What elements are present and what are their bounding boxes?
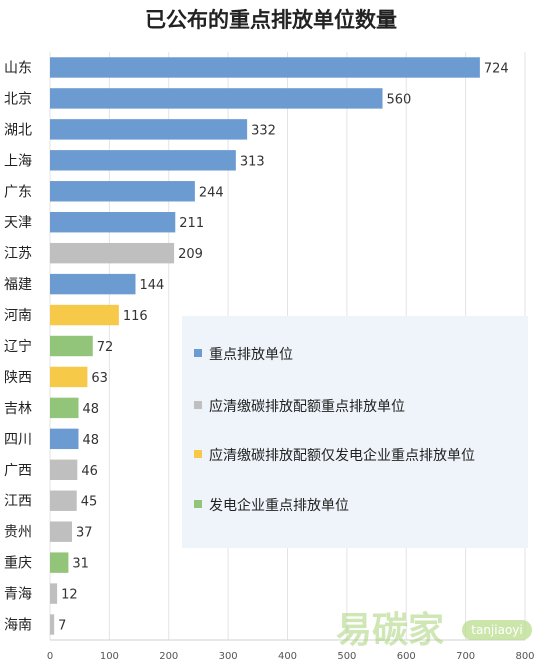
watermark-logo: 易碳家 <box>336 610 444 651</box>
bar <box>50 397 79 419</box>
bar <box>50 521 72 542</box>
category-label: 福建 <box>4 277 32 293</box>
category-label: 辽宁 <box>4 338 32 355</box>
bar <box>50 459 78 481</box>
legend-label: 发电企业重点排放单位 <box>209 497 349 514</box>
value-label: 31 <box>72 557 89 572</box>
value-label: 45 <box>81 495 98 510</box>
bar <box>50 242 175 264</box>
legend-swatch <box>194 401 202 409</box>
value-label: 244 <box>199 185 224 200</box>
value-label: 560 <box>387 92 412 107</box>
value-label: 63 <box>91 371 108 386</box>
category-label: 青海 <box>4 587 32 603</box>
bar <box>50 304 119 326</box>
watermark-text: tanjiaoyi <box>471 623 522 637</box>
x-tick-label: 500 <box>337 651 356 662</box>
x-tick-label: 200 <box>159 651 178 662</box>
legend-label: 应清缴碳排放配额重点排放单位 <box>209 398 405 415</box>
value-label: 72 <box>97 340 114 355</box>
x-tick-label: 600 <box>397 651 416 662</box>
bar <box>50 181 195 202</box>
bar <box>50 57 480 78</box>
category-label: 上海 <box>4 153 32 169</box>
value-label: 37 <box>76 526 93 541</box>
bar <box>50 366 88 388</box>
bar <box>50 273 136 295</box>
value-label: 332 <box>251 123 276 138</box>
bar <box>50 552 69 573</box>
x-tick-label: 800 <box>515 651 534 662</box>
category-label: 重庆 <box>4 556 32 572</box>
bar <box>50 428 79 450</box>
value-label: 144 <box>140 278 165 293</box>
value-label: 7 <box>58 619 66 634</box>
legend-swatch <box>194 349 202 357</box>
value-label: 313 <box>240 154 265 169</box>
x-tick-label: 700 <box>456 651 475 662</box>
bar <box>50 150 236 171</box>
value-label: 12 <box>61 588 78 603</box>
bar <box>50 614 55 635</box>
x-tick-label: 0 <box>47 651 53 662</box>
legend-label: 应清缴碳排放配额仅发电企业重点排放单位 <box>209 447 475 464</box>
value-label: 724 <box>484 61 509 76</box>
category-label: 北京 <box>4 91 32 107</box>
value-label: 48 <box>83 402 100 417</box>
bar <box>50 88 383 109</box>
category-label: 广东 <box>4 184 32 200</box>
value-label: 46 <box>81 464 98 479</box>
bar <box>50 583 58 604</box>
watermark-badge <box>462 620 532 640</box>
category-label: 陕西 <box>4 370 32 386</box>
category-label: 江西 <box>4 494 32 510</box>
category-label: 四川 <box>4 432 32 448</box>
bar <box>50 119 248 140</box>
bar <box>50 211 176 233</box>
x-tick-label: 100 <box>100 651 119 662</box>
legend-label: 重点排放单位 <box>209 347 293 363</box>
chart-title: 已公布的重点排放单位数量 <box>145 8 397 32</box>
bar <box>50 335 93 357</box>
category-label: 江苏 <box>4 246 32 262</box>
value-label: 116 <box>123 309 148 324</box>
legend-swatch <box>194 450 202 458</box>
legend-panel <box>182 316 528 548</box>
category-label: 海南 <box>4 618 32 634</box>
category-label: 吉林 <box>4 401 32 417</box>
category-label: 湖北 <box>4 122 32 138</box>
value-label: 211 <box>179 216 204 231</box>
value-label: 48 <box>83 433 100 448</box>
value-label: 209 <box>178 247 203 262</box>
category-label: 天津 <box>4 215 32 231</box>
legend-swatch <box>194 500 202 508</box>
bar <box>50 490 77 511</box>
category-label: 广西 <box>4 463 32 479</box>
category-label: 贵州 <box>4 525 32 541</box>
category-label: 山东 <box>4 60 32 76</box>
x-tick-label: 400 <box>278 651 297 662</box>
category-label: 河南 <box>4 308 32 324</box>
x-tick-label: 300 <box>219 651 238 662</box>
